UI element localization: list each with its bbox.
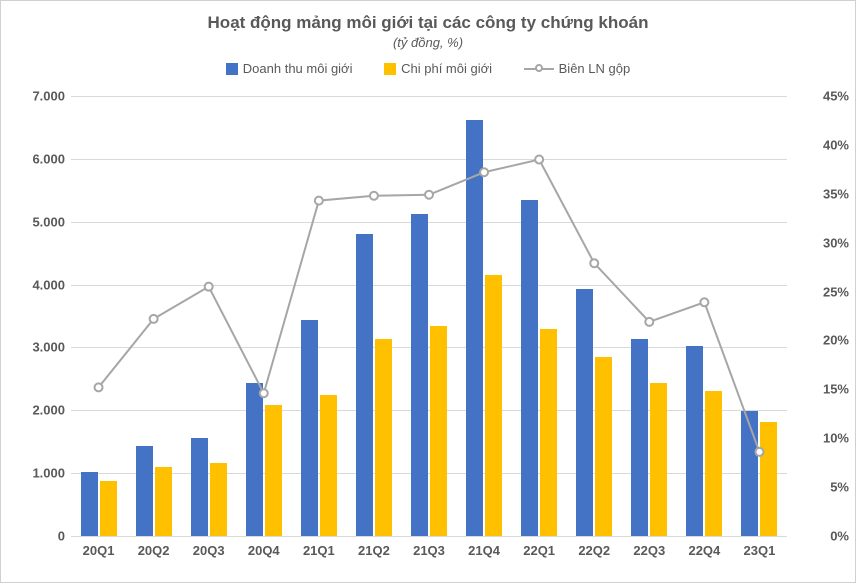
y-right-tick: 40% — [793, 137, 849, 152]
x-tick: 20Q3 — [193, 543, 225, 558]
x-tick: 21Q3 — [413, 543, 445, 558]
margin-marker — [755, 448, 763, 456]
margin-marker — [315, 197, 323, 205]
margin-marker — [205, 283, 213, 291]
y-right-tick: 15% — [793, 382, 849, 397]
y-right-tick: 45% — [793, 89, 849, 104]
title-block: Hoạt động mảng môi giới tại các công ty … — [1, 13, 855, 50]
legend-label-line: Biên LN gộp — [559, 61, 631, 76]
margin-marker — [370, 192, 378, 200]
y-left-tick: 7.000 — [9, 89, 65, 104]
legend-label-bar1: Doanh thu môi giới — [243, 61, 353, 76]
y-left-tick: 0 — [9, 529, 65, 544]
margin-marker — [590, 259, 598, 267]
x-tick: 20Q1 — [83, 543, 115, 558]
legend-swatch-line — [524, 63, 554, 75]
x-tick: 22Q3 — [633, 543, 665, 558]
chart-subtitle: (tỷ đồng, %) — [1, 35, 855, 50]
margin-marker — [480, 168, 488, 176]
y-right-tick: 35% — [793, 186, 849, 201]
y-left-tick: 4.000 — [9, 277, 65, 292]
x-tick: 22Q2 — [578, 543, 610, 558]
margin-marker — [150, 315, 158, 323]
margin-marker — [535, 156, 543, 164]
legend-label-bar2: Chi phí môi giới — [401, 61, 492, 76]
line-series — [71, 96, 787, 536]
x-tick: 21Q2 — [358, 543, 390, 558]
x-tick: 22Q1 — [523, 543, 555, 558]
y-right-tick: 10% — [793, 431, 849, 446]
margin-line — [99, 160, 760, 452]
x-tick: 23Q1 — [744, 543, 776, 558]
y-left-tick: 3.000 — [9, 340, 65, 355]
margin-marker — [700, 298, 708, 306]
legend-item-line: Biên LN gộp — [524, 61, 631, 76]
x-tick: 20Q4 — [248, 543, 280, 558]
x-tick: 21Q4 — [468, 543, 500, 558]
legend-item-bar1: Doanh thu môi giới — [226, 61, 353, 76]
margin-marker — [260, 389, 268, 397]
x-tick: 21Q1 — [303, 543, 335, 558]
gridline — [71, 536, 787, 537]
x-tick: 20Q2 — [138, 543, 170, 558]
y-left-tick: 1.000 — [9, 466, 65, 481]
legend-item-bar2: Chi phí môi giới — [384, 61, 492, 76]
margin-marker — [95, 383, 103, 391]
chart-container: Hoạt động mảng môi giới tại các công ty … — [0, 0, 856, 583]
margin-marker — [425, 191, 433, 199]
legend-swatch-bar1 — [226, 63, 238, 75]
y-left-tick: 6.000 — [9, 151, 65, 166]
y-right-tick: 30% — [793, 235, 849, 250]
legend-swatch-bar2 — [384, 63, 396, 75]
chart-title: Hoạt động mảng môi giới tại các công ty … — [1, 13, 855, 33]
y-right-tick: 0% — [793, 529, 849, 544]
x-tick: 22Q4 — [688, 543, 720, 558]
margin-marker — [645, 318, 653, 326]
y-right-tick: 25% — [793, 284, 849, 299]
y-right-tick: 20% — [793, 333, 849, 348]
legend: Doanh thu môi giới Chi phí môi giới Biên… — [1, 61, 855, 78]
y-right-tick: 5% — [793, 480, 849, 495]
y-left-tick: 2.000 — [9, 403, 65, 418]
y-left-tick: 5.000 — [9, 214, 65, 229]
plot-area: 01.0002.0003.0004.0005.0006.0007.0000%5%… — [71, 96, 787, 536]
